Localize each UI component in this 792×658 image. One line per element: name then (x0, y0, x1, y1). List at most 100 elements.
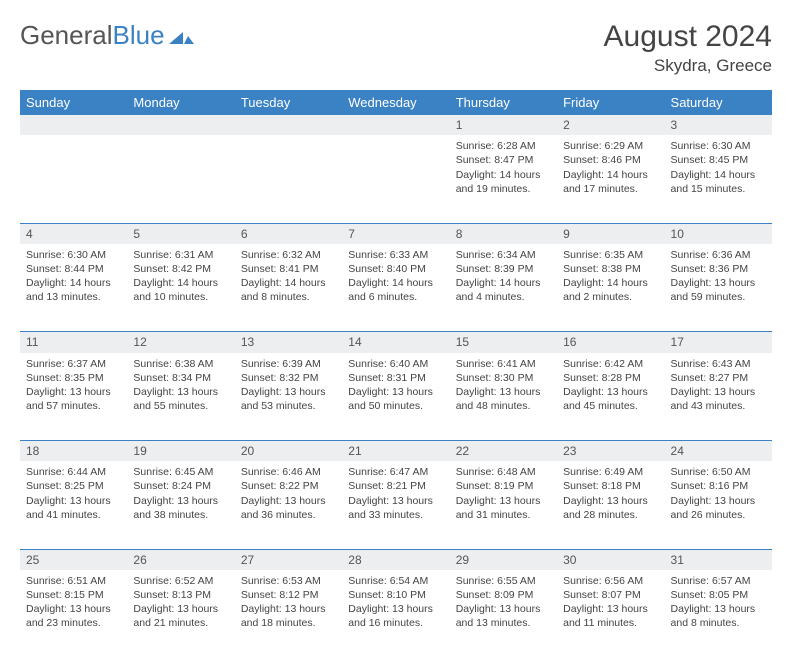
day-number: 8 (450, 223, 557, 244)
day-line: Sunset: 8:35 PM (26, 371, 121, 385)
day-line: Daylight: 13 hours and 26 minutes. (671, 494, 766, 522)
day-cell: Sunrise: 6:40 AMSunset: 8:31 PMDaylight:… (342, 353, 449, 441)
weekday-header: Sunday (20, 90, 127, 115)
day-line: Sunset: 8:09 PM (456, 588, 551, 602)
day-cell: Sunrise: 6:45 AMSunset: 8:24 PMDaylight:… (127, 461, 234, 549)
day-cell: Sunrise: 6:53 AMSunset: 8:12 PMDaylight:… (235, 570, 342, 658)
day-line: Sunrise: 6:37 AM (26, 357, 121, 371)
day-number: 14 (342, 332, 449, 353)
day-line: Sunrise: 6:33 AM (348, 248, 443, 262)
day-line: Sunset: 8:45 PM (671, 153, 766, 167)
weekday-header: Friday (557, 90, 664, 115)
day-cell: Sunrise: 6:57 AMSunset: 8:05 PMDaylight:… (665, 570, 772, 658)
day-line: Sunrise: 6:48 AM (456, 465, 551, 479)
day-cell: Sunrise: 6:39 AMSunset: 8:32 PMDaylight:… (235, 353, 342, 441)
month-title: August 2024 (604, 20, 772, 54)
day-line: Daylight: 13 hours and 45 minutes. (563, 385, 658, 413)
weekday-header: Wednesday (342, 90, 449, 115)
day-number: 13 (235, 332, 342, 353)
day-line: Daylight: 13 hours and 13 minutes. (456, 602, 551, 630)
day-line: Daylight: 13 hours and 23 minutes. (26, 602, 121, 630)
day-line: Sunrise: 6:57 AM (671, 574, 766, 588)
weekday-header: Monday (127, 90, 234, 115)
day-cell: Sunrise: 6:29 AMSunset: 8:46 PMDaylight:… (557, 135, 664, 223)
day-line: Sunrise: 6:29 AM (563, 139, 658, 153)
day-content-row: Sunrise: 6:30 AMSunset: 8:44 PMDaylight:… (20, 244, 772, 332)
day-cell: Sunrise: 6:30 AMSunset: 8:44 PMDaylight:… (20, 244, 127, 332)
day-number: 6 (235, 223, 342, 244)
weekday-header: Saturday (665, 90, 772, 115)
day-number: 23 (557, 441, 664, 462)
day-line: Daylight: 14 hours and 6 minutes. (348, 276, 443, 304)
day-line: Sunrise: 6:43 AM (671, 357, 766, 371)
day-cell: Sunrise: 6:55 AMSunset: 8:09 PMDaylight:… (450, 570, 557, 658)
day-line: Sunrise: 6:49 AM (563, 465, 658, 479)
day-line: Daylight: 13 hours and 57 minutes. (26, 385, 121, 413)
day-line: Sunset: 8:36 PM (671, 262, 766, 276)
day-line: Sunrise: 6:46 AM (241, 465, 336, 479)
day-number: 3 (665, 115, 772, 135)
day-number-row: 18192021222324 (20, 441, 772, 462)
day-cell: Sunrise: 6:46 AMSunset: 8:22 PMDaylight:… (235, 461, 342, 549)
day-number: 17 (665, 332, 772, 353)
day-line: Daylight: 13 hours and 55 minutes. (133, 385, 228, 413)
day-line: Sunrise: 6:54 AM (348, 574, 443, 588)
day-line: Sunset: 8:21 PM (348, 479, 443, 493)
day-number-row: 45678910 (20, 223, 772, 244)
day-line: Sunset: 8:07 PM (563, 588, 658, 602)
day-cell: Sunrise: 6:36 AMSunset: 8:36 PMDaylight:… (665, 244, 772, 332)
logo-text-2: Blue (113, 20, 165, 51)
day-number: 4 (20, 223, 127, 244)
day-line: Sunset: 8:38 PM (563, 262, 658, 276)
day-line: Daylight: 13 hours and 16 minutes. (348, 602, 443, 630)
weekday-header: Tuesday (235, 90, 342, 115)
day-line: Sunset: 8:30 PM (456, 371, 551, 385)
day-line: Sunset: 8:46 PM (563, 153, 658, 167)
calendar-table: SundayMondayTuesdayWednesdayThursdayFrid… (20, 90, 772, 658)
day-number: 1 (450, 115, 557, 135)
day-line: Sunrise: 6:35 AM (563, 248, 658, 262)
weekday-header-row: SundayMondayTuesdayWednesdayThursdayFrid… (20, 90, 772, 115)
day-line: Daylight: 14 hours and 8 minutes. (241, 276, 336, 304)
day-line: Sunrise: 6:53 AM (241, 574, 336, 588)
day-number (235, 115, 342, 135)
day-number: 15 (450, 332, 557, 353)
day-line: Sunset: 8:27 PM (671, 371, 766, 385)
day-line: Sunrise: 6:39 AM (241, 357, 336, 371)
day-line: Daylight: 13 hours and 38 minutes. (133, 494, 228, 522)
day-line: Sunset: 8:18 PM (563, 479, 658, 493)
day-line: Daylight: 13 hours and 59 minutes. (671, 276, 766, 304)
day-line: Daylight: 13 hours and 31 minutes. (456, 494, 551, 522)
day-number: 2 (557, 115, 664, 135)
day-line: Sunrise: 6:36 AM (671, 248, 766, 262)
day-line: Sunrise: 6:30 AM (26, 248, 121, 262)
day-line: Daylight: 13 hours and 41 minutes. (26, 494, 121, 522)
day-number: 25 (20, 549, 127, 570)
day-cell: Sunrise: 6:42 AMSunset: 8:28 PMDaylight:… (557, 353, 664, 441)
day-cell: Sunrise: 6:49 AMSunset: 8:18 PMDaylight:… (557, 461, 664, 549)
day-cell: Sunrise: 6:41 AMSunset: 8:30 PMDaylight:… (450, 353, 557, 441)
day-number: 28 (342, 549, 449, 570)
day-number-row: 123 (20, 115, 772, 135)
day-line: Sunrise: 6:34 AM (456, 248, 551, 262)
day-line: Daylight: 13 hours and 43 minutes. (671, 385, 766, 413)
day-number: 20 (235, 441, 342, 462)
day-line: Sunset: 8:42 PM (133, 262, 228, 276)
day-number: 22 (450, 441, 557, 462)
logo-icon (169, 26, 195, 46)
day-number: 5 (127, 223, 234, 244)
day-line: Sunset: 8:28 PM (563, 371, 658, 385)
day-number: 9 (557, 223, 664, 244)
day-number: 26 (127, 549, 234, 570)
day-line: Daylight: 14 hours and 17 minutes. (563, 168, 658, 196)
day-line: Daylight: 13 hours and 8 minutes. (671, 602, 766, 630)
day-content-row: Sunrise: 6:51 AMSunset: 8:15 PMDaylight:… (20, 570, 772, 658)
day-cell (342, 135, 449, 223)
day-line: Sunset: 8:10 PM (348, 588, 443, 602)
day-number: 16 (557, 332, 664, 353)
day-line: Sunrise: 6:55 AM (456, 574, 551, 588)
day-line: Sunrise: 6:31 AM (133, 248, 228, 262)
day-number-row: 25262728293031 (20, 549, 772, 570)
day-line: Daylight: 13 hours and 33 minutes. (348, 494, 443, 522)
day-line: Sunrise: 6:47 AM (348, 465, 443, 479)
